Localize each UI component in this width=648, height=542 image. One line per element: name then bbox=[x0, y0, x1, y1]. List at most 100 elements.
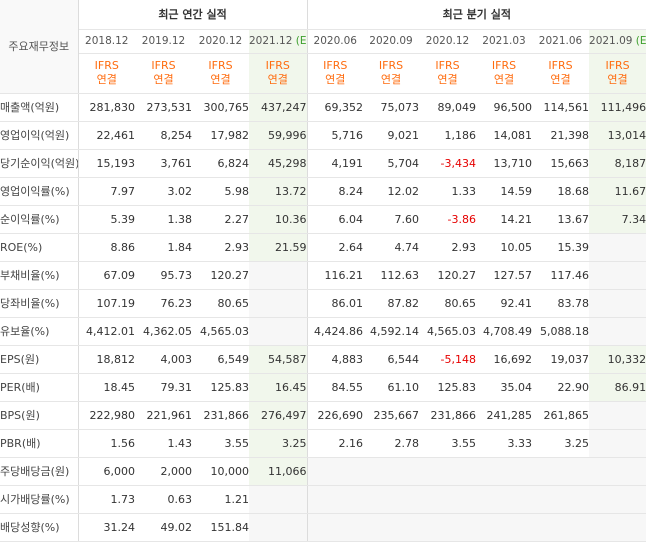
table-cell: 21,398 bbox=[532, 121, 590, 150]
corner-label: 주요재무정보 bbox=[0, 0, 79, 94]
financial-data-body: 매출액(억원) 281,830 273,531 300,765 437,247 69,35… bbox=[0, 92, 647, 542]
table-cell: 1.84 bbox=[135, 233, 192, 262]
consolidated-label: 연결 bbox=[96, 73, 117, 86]
ifrs-label: IFRS bbox=[491, 59, 517, 72]
row-label: 영업이익률(%) bbox=[0, 176, 79, 206]
row-label: 당기순이익(억원) bbox=[0, 149, 79, 178]
table-cell bbox=[589, 261, 647, 290]
ifrs-label: IFRS bbox=[151, 59, 176, 72]
table-cell: 111,496 bbox=[589, 92, 647, 122]
table-cell bbox=[249, 289, 308, 318]
estimate-marker: (E) bbox=[635, 35, 647, 47]
table-cell: 15.39 bbox=[532, 233, 590, 262]
table-cell: 276,497 bbox=[249, 401, 308, 430]
consolidated-label: 연결 bbox=[493, 73, 515, 86]
table-cell bbox=[363, 485, 420, 514]
table-cell: 8.24 bbox=[306, 176, 364, 206]
table-cell: 89,049 bbox=[419, 92, 477, 122]
table-cell bbox=[306, 513, 364, 542]
table-cell bbox=[589, 456, 647, 486]
table-cell bbox=[589, 401, 647, 430]
table-cell: 127.57 bbox=[476, 261, 533, 290]
table-cell: -3.86 bbox=[419, 205, 477, 234]
table-cell: 3.25 bbox=[249, 429, 308, 458]
table-cell bbox=[363, 513, 420, 542]
table-cell: 437,247 bbox=[249, 92, 308, 122]
table-cell: 35.04 bbox=[476, 373, 533, 402]
table-cell: 59,996 bbox=[249, 121, 308, 150]
consolidated-label: 연결 bbox=[325, 73, 346, 86]
ifrs-badge: IFRS 연결 bbox=[135, 53, 192, 94]
table-row: 매출액(억원) 281,830 273,531 300,765 437,247 69,35… bbox=[0, 92, 647, 122]
row-label: 유보율(%) bbox=[0, 317, 79, 346]
row-label: PER(배) bbox=[0, 373, 79, 402]
period-date: 2020.12 bbox=[425, 35, 470, 47]
table-row: 주당배당금(원) 6,000 2,000 10,000 11,066 bbox=[0, 456, 647, 486]
table-cell: 10.36 bbox=[249, 205, 308, 234]
table-cell: 5,704 bbox=[363, 149, 420, 178]
ifrs-badge: IFRS 연결 bbox=[419, 53, 477, 94]
table-cell: 6,549 bbox=[192, 344, 249, 374]
table-cell: 11.67 bbox=[589, 176, 647, 206]
period-header: 2021.09 (E) bbox=[589, 29, 647, 54]
table-row: EPS(원) 18,812 4,003 6,549 54,587 4,883 6,544 -5… bbox=[0, 344, 647, 374]
table-cell: 13,014 bbox=[589, 121, 647, 150]
table-cell: 3.55 bbox=[419, 429, 477, 458]
table-cell: 4,362.05 bbox=[135, 317, 192, 346]
table-cell: 125.83 bbox=[419, 373, 477, 402]
ifrs-badge: IFRS 연결 bbox=[192, 53, 249, 94]
ifrs-label: IFRS bbox=[94, 59, 119, 72]
table-cell: 10,000 bbox=[192, 456, 249, 486]
table-cell: 235,667 bbox=[363, 401, 420, 430]
table-cell: 7.60 bbox=[363, 205, 420, 234]
period-header: 2020.12 bbox=[419, 29, 477, 54]
table-cell: 1.73 bbox=[78, 485, 135, 514]
table-row: 유보율(%) 4,412.01 4,362.05 4,565.03 4,424.86 4,… bbox=[0, 317, 647, 346]
table-cell: 7.34 bbox=[589, 205, 647, 234]
row-label: ROE(%) bbox=[0, 233, 79, 262]
table-cell: 3.33 bbox=[476, 429, 533, 458]
row-label: 영업이익(억원) bbox=[0, 121, 79, 150]
period-date-row: 2018.12 2019.12 2020.12 2021.12 (E) 2020.06 2… bbox=[0, 29, 647, 54]
table-cell: 15,193 bbox=[78, 149, 135, 178]
table-cell: 1.33 bbox=[419, 176, 477, 206]
table-cell bbox=[306, 456, 364, 486]
row-label: EPS(원) bbox=[0, 344, 79, 374]
table-cell: 54,587 bbox=[249, 344, 308, 374]
table-cell: 241,285 bbox=[476, 401, 533, 430]
table-cell: 226,690 bbox=[306, 401, 364, 430]
table-cell: 7.97 bbox=[78, 176, 135, 206]
table-cell: 4,883 bbox=[306, 344, 364, 374]
row-label: 매출액(억원) bbox=[0, 92, 79, 122]
quarterly-results-header: 최근 분기 실적 bbox=[307, 0, 647, 30]
table-cell: 86.91 bbox=[589, 373, 647, 402]
row-label: 부채비율(%) bbox=[0, 261, 79, 290]
table-cell: 3.55 bbox=[192, 429, 249, 458]
table-cell: 22.90 bbox=[532, 373, 590, 402]
table-cell bbox=[419, 485, 477, 514]
table-cell: 2.16 bbox=[306, 429, 364, 458]
table-cell: 120.27 bbox=[192, 261, 249, 290]
ifrs-badge: IFRS 연결 bbox=[476, 53, 533, 94]
ifrs-badge: IFRS 연결 bbox=[589, 53, 647, 94]
table-cell: 107.19 bbox=[78, 289, 135, 318]
table-cell: 8.86 bbox=[78, 233, 135, 262]
row-label: 주당배당금(원) bbox=[0, 456, 79, 486]
table-cell: 5,088.18 bbox=[532, 317, 590, 346]
table-cell: 231,866 bbox=[419, 401, 477, 430]
table-cell: 96,500 bbox=[476, 92, 533, 122]
table-cell: 2.93 bbox=[419, 233, 477, 262]
table-cell: 76.23 bbox=[135, 289, 192, 318]
table-cell: 21.59 bbox=[249, 233, 308, 262]
table-row: 당기순이익(억원) 15,193 3,761 6,824 45,298 4,191 5,70… bbox=[0, 149, 647, 178]
table-cell: 10.05 bbox=[476, 233, 533, 262]
table-cell bbox=[589, 429, 647, 458]
consolidated-label: 연결 bbox=[210, 73, 231, 86]
table-row: 영업이익(억원) 22,461 8,254 17,982 59,996 5,716 9,02… bbox=[0, 121, 647, 150]
table-cell: 83.78 bbox=[532, 289, 590, 318]
table-cell: 12.02 bbox=[363, 176, 420, 206]
table-cell: 8,254 bbox=[135, 121, 192, 150]
ifrs-badge: IFRS 연결 bbox=[249, 53, 308, 94]
table-cell: 4,592.14 bbox=[363, 317, 420, 346]
table-cell: 4,565.03 bbox=[419, 317, 477, 346]
